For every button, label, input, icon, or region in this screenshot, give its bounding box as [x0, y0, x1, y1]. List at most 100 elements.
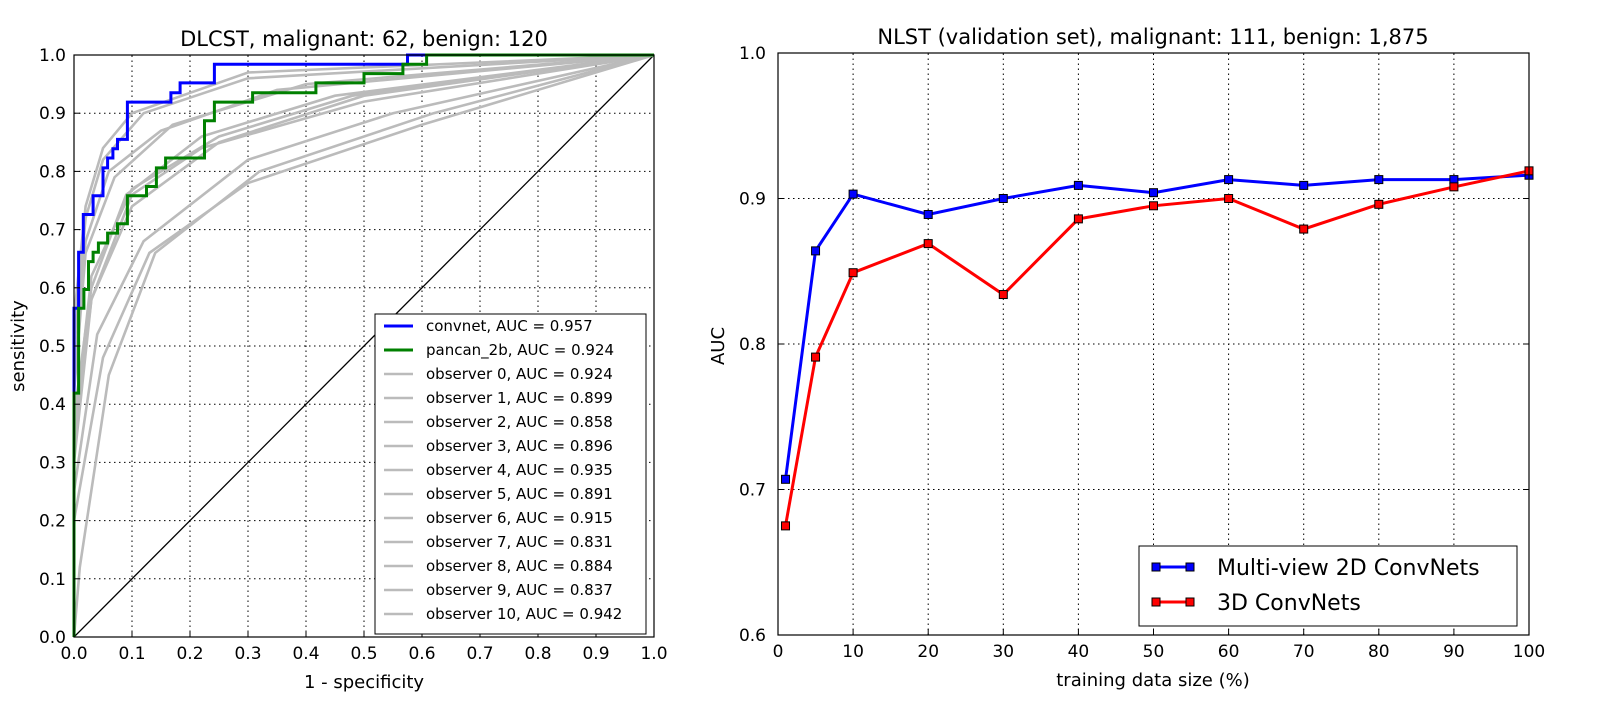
roc-y-tick-label: 0.1 [39, 570, 66, 590]
auc-point-multi-view-2d-convnets [998, 194, 1008, 203]
auc-line-3d-convnets [784, 169, 1530, 527]
roc-y-axis-label: sensitivity [8, 300, 29, 392]
roc-legend-label: observer 2, AUC = 0.858 [426, 413, 613, 431]
auc-legend-swatch-marker [1185, 562, 1195, 572]
auc-point-3d-convnets [1073, 214, 1083, 224]
auc-x-tick-label: 90 [1443, 642, 1465, 662]
auc-y-tick-label: 0.8 [739, 335, 766, 355]
roc-legend-label: convnet, AUC = 0.957 [426, 317, 593, 335]
roc-legend-label: observer 1, AUC = 0.899 [426, 389, 613, 407]
roc-chart-title: DLCST, malignant: 62, benign: 120 [180, 27, 548, 51]
auc-point-multi-view-2d-convnets [1224, 175, 1234, 185]
roc-y-tick-label: 0.0 [39, 628, 66, 648]
roc-legend: convnet, AUC = 0.957 pancan_2b, AUC = 0.9… [374, 313, 647, 635]
roc-x-axis-label: 1 - specificity [304, 672, 424, 693]
auc-legend-label: Multi-view 2D ConvNets [1217, 556, 1480, 581]
auc-point-multi-view-2d-convnets [1149, 188, 1158, 198]
roc-legend-label: observer 7, AUC = 0.831 [426, 533, 613, 551]
auc-chart-title: NLST (validation set), malignant: 111, b… [877, 25, 1428, 49]
auc-x-tick-label: 80 [1368, 642, 1390, 662]
auc-x-tick-label: 100 [1513, 642, 1545, 662]
auc-y-tick-label: 0.7 [739, 481, 766, 501]
roc-x-tick-label: 0.1 [118, 644, 145, 664]
roc-legend-label: observer 4, AUC = 0.935 [426, 461, 613, 479]
auc-point-multi-view-2d-convnets [848, 189, 858, 199]
auc-point-multi-view-2d-convnets [1073, 180, 1083, 190]
auc-point-multi-view-2d-convnets [1299, 180, 1309, 190]
roc-legend-label: observer 3, AUC = 0.896 [426, 437, 613, 455]
roc-legend-frame [374, 313, 647, 635]
roc-x-tick-label: 0.0 [60, 644, 87, 664]
roc-chart: DLCST, malignant: 62, benign: 120 0.0 0.1… [8, 27, 668, 693]
roc-x-tick-label: 0.2 [176, 644, 203, 664]
roc-legend-label: observer 10, AUC = 0.942 [426, 605, 622, 623]
auc-x-axis-label: training data size (%) [1056, 670, 1250, 691]
roc-x-tick-label: 0.4 [292, 644, 319, 664]
roc-ticks: 0.0 0.1 0.2 0.3 0.4 0.5 0.6 0.7 0.8 0.9 1.0 0.0 0.1 0… [39, 46, 668, 664]
roc-x-tick-label: 0.6 [408, 644, 435, 664]
roc-legend-label: pancan_2b, AUC = 0.924 [426, 341, 614, 360]
auc-chart: NLST (validation set), malignant: 111, b… [708, 25, 1545, 691]
chance-line [73, 54, 655, 638]
roc-legend-label: observer 9, AUC = 0.837 [426, 581, 613, 599]
auc-point-3d-convnets [848, 268, 858, 278]
roc-x-tick-label: 0.3 [234, 644, 261, 664]
auc-legend: Multi-view 2D ConvNets 3D ConvNets [1138, 545, 1518, 627]
roc-curve-convnet [72, 53, 654, 637]
auc-line-multi-view-2d-convnets [784, 173, 1530, 480]
roc-y-tick-label: 0.9 [39, 104, 66, 124]
roc-x-tick-label: 0.8 [524, 644, 551, 664]
auc-point-multi-view-2d-convnets [923, 210, 933, 220]
auc-legend-label: 3D ConvNets [1217, 591, 1361, 616]
roc-x-tick-label: 0.5 [350, 644, 377, 664]
roc-curve-pancan-2b [72, 53, 654, 637]
auc-point-3d-convnets [923, 239, 933, 249]
auc-point-3d-convnets [781, 521, 791, 531]
roc-x-tick-label: 0.9 [582, 644, 609, 664]
auc-x-tick-label: 60 [1218, 642, 1240, 662]
roc-legend-label: observer 6, AUC = 0.915 [426, 509, 613, 527]
roc-y-tick-label: 0.5 [39, 337, 66, 357]
auc-point-3d-convnets [1374, 199, 1384, 209]
auc-point-3d-convnets [1149, 201, 1158, 211]
roc-legend-label: observer 0, AUC = 0.924 [426, 365, 613, 383]
auc-legend-swatch-marker [1151, 597, 1161, 607]
auc-x-tick-label: 20 [917, 642, 939, 662]
auc-x-tick-label: 40 [1068, 642, 1090, 662]
roc-x-tick-label: 1.0 [640, 644, 667, 664]
auc-x-tick-label: 10 [842, 642, 864, 662]
roc-legend-label: observer 5, AUC = 0.891 [426, 485, 613, 503]
roc-curve-observer-9 [72, 53, 655, 638]
auc-point-multi-view-2d-convnets [811, 246, 821, 256]
auc-x-tick-label: 30 [992, 642, 1014, 662]
auc-legend-swatch-marker [1185, 597, 1195, 607]
auc-legend-swatch-marker [1151, 562, 1161, 572]
roc-x-tick-label: 0.7 [466, 644, 493, 664]
roc-y-tick-label: 0.8 [39, 162, 66, 182]
auc-point-multi-view-2d-convnets [1374, 175, 1384, 185]
auc-y-tick-label: 1.0 [739, 44, 766, 64]
roc-y-tick-label: 0.6 [39, 279, 66, 299]
roc-y-tick-label: 0.3 [39, 453, 66, 473]
auc-point-3d-convnets [1299, 224, 1309, 234]
roc-y-tick-label: 0.7 [39, 221, 66, 241]
auc-point-multi-view-2d-convnets [781, 474, 791, 484]
auc-point-3d-convnets [1224, 194, 1234, 203]
roc-y-tick-label: 0.2 [39, 512, 66, 532]
auc-series-group [781, 166, 1534, 531]
auc-y-axis-label: AUC [708, 327, 729, 365]
auc-legend-frame [1138, 545, 1518, 627]
auc-y-tick-label: 0.6 [739, 626, 766, 646]
auc-ticks: 0 10 20 30 40 50 60 70 80 90 100 0.6 0.7 0.8 0.9 1.0 [739, 44, 1545, 662]
auc-x-tick-label: 50 [1143, 642, 1165, 662]
auc-x-tick-label: 70 [1293, 642, 1315, 662]
auc-x-tick-label: 0 [773, 642, 784, 662]
auc-y-tick-label: 0.9 [739, 190, 766, 210]
auc-point-3d-convnets [998, 290, 1008, 300]
auc-point-3d-convnets [1449, 182, 1459, 192]
auc-grid [778, 53, 1529, 635]
roc-legend-label: observer 8, AUC = 0.884 [426, 557, 613, 575]
auc-point-3d-convnets [811, 352, 821, 362]
roc-y-tick-label: 0.4 [39, 395, 66, 415]
